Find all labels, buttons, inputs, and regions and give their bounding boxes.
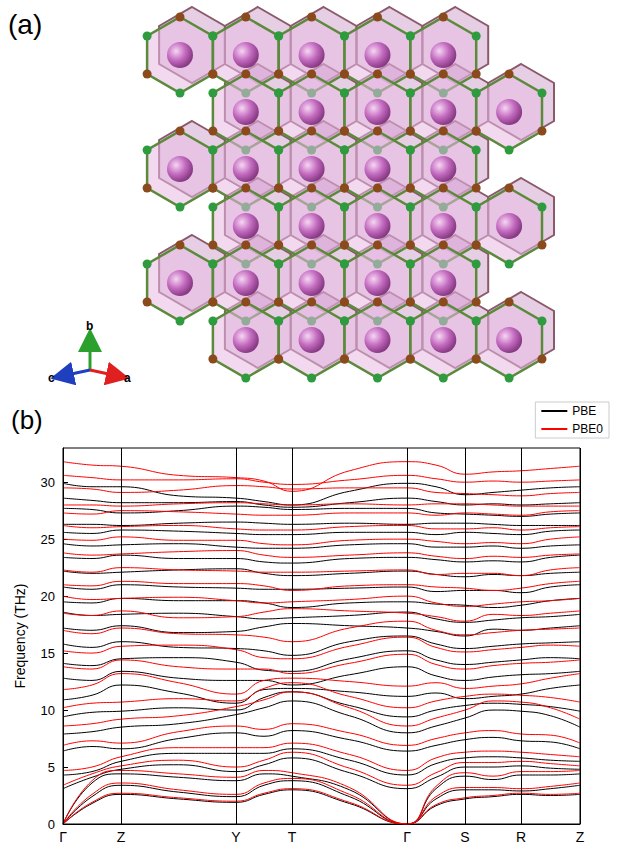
svg-text:25: 25 xyxy=(41,532,55,547)
svg-text:Γ: Γ xyxy=(403,829,411,845)
svg-text:R: R xyxy=(516,829,526,845)
svg-text:Γ: Γ xyxy=(59,829,67,845)
svg-text:PBE: PBE xyxy=(572,404,596,418)
svg-text:c: c xyxy=(48,371,55,385)
svg-text:20: 20 xyxy=(41,589,55,604)
svg-text:Frequency (THz): Frequency (THz) xyxy=(12,583,28,688)
svg-text:PBE0: PBE0 xyxy=(572,422,603,436)
svg-text:0: 0 xyxy=(48,817,55,832)
svg-text:b: b xyxy=(86,319,93,333)
svg-text:Z: Z xyxy=(117,829,126,845)
svg-text:5: 5 xyxy=(48,760,55,775)
svg-text:15: 15 xyxy=(41,646,55,661)
svg-text:T: T xyxy=(288,829,297,845)
svg-text:30: 30 xyxy=(41,475,55,490)
svg-text:(a): (a) xyxy=(8,9,42,40)
svg-text:(b): (b) xyxy=(11,405,43,435)
svg-text:Y: Y xyxy=(231,829,241,845)
svg-text:10: 10 xyxy=(41,703,55,718)
svg-text:S: S xyxy=(460,829,469,845)
svg-text:Z: Z xyxy=(576,829,585,845)
svg-text:a: a xyxy=(124,371,131,385)
